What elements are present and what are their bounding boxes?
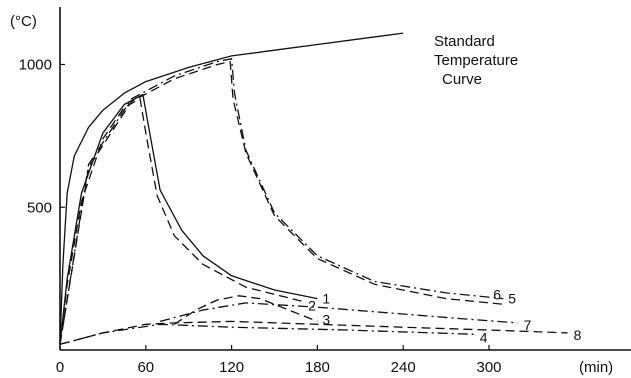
series-label-5: 5 (508, 291, 516, 307)
x-tick-label: 60 (137, 359, 154, 376)
series-label-3: 3 (322, 311, 330, 327)
axes (59, 7, 631, 351)
x-tick-label: 0 (56, 359, 64, 376)
series-labels: 123 4 56 7 8 (308, 286, 582, 345)
series-line-7 (159, 302, 518, 324)
x-axis-label: (min) (579, 359, 613, 376)
annotation-standard-curve: Standard Temperature Curve (434, 33, 518, 88)
series-label-1: 1 (322, 291, 330, 307)
x-tick-label: 120 (219, 359, 244, 376)
y-tick-label: 500 (27, 199, 52, 216)
y-tick-label: 1000 (19, 57, 52, 74)
series-line-1 (59, 93, 318, 345)
series-line-3 (174, 295, 318, 325)
series-label-4: 4 (480, 329, 488, 345)
y-axis-label: (°C) (10, 13, 37, 30)
series-label-2: 2 (308, 297, 316, 313)
x-tick-label: 300 (476, 359, 501, 376)
series-line-2 (59, 98, 304, 345)
x-tick-label: 180 (305, 359, 330, 376)
series-label-7: 7 (524, 317, 532, 333)
series-line-5 (59, 58, 504, 345)
series-label-8: 8 (574, 327, 582, 343)
x-tick-label: 240 (391, 359, 416, 376)
series-line-6 (59, 60, 504, 345)
axis-ticks: 0 60 120 180 240 300 500 1000 (19, 57, 502, 377)
series-group (59, 32, 568, 345)
series-label-6: 6 (493, 286, 501, 302)
series-line-8 (59, 320, 568, 345)
series-line-standard (59, 32, 404, 345)
series-line-4 (59, 323, 475, 345)
